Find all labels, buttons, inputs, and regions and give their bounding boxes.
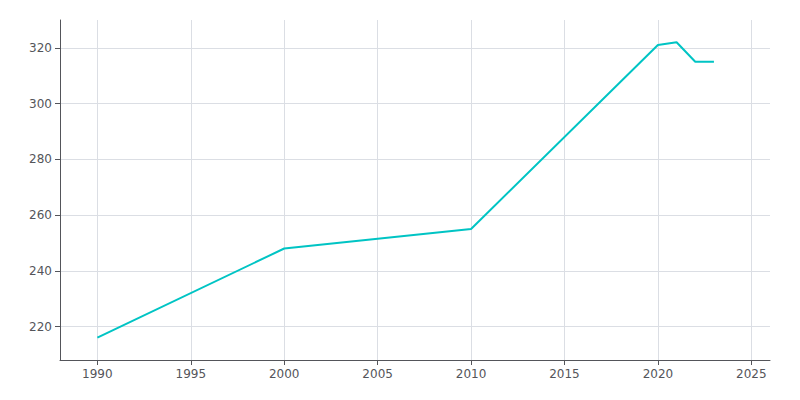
svg-text:240: 240 <box>29 264 52 278</box>
svg-text:2025: 2025 <box>736 367 767 381</box>
svg-text:2010: 2010 <box>456 367 487 381</box>
svg-text:280: 280 <box>29 152 52 166</box>
svg-text:1990: 1990 <box>82 367 113 381</box>
svg-text:2005: 2005 <box>362 367 393 381</box>
svg-text:300: 300 <box>29 97 52 111</box>
svg-text:1995: 1995 <box>176 367 207 381</box>
svg-text:2020: 2020 <box>643 367 674 381</box>
svg-text:320: 320 <box>29 41 52 55</box>
svg-text:2015: 2015 <box>549 367 580 381</box>
svg-text:2000: 2000 <box>269 367 300 381</box>
svg-text:220: 220 <box>29 320 52 334</box>
svg-text:260: 260 <box>29 208 52 222</box>
